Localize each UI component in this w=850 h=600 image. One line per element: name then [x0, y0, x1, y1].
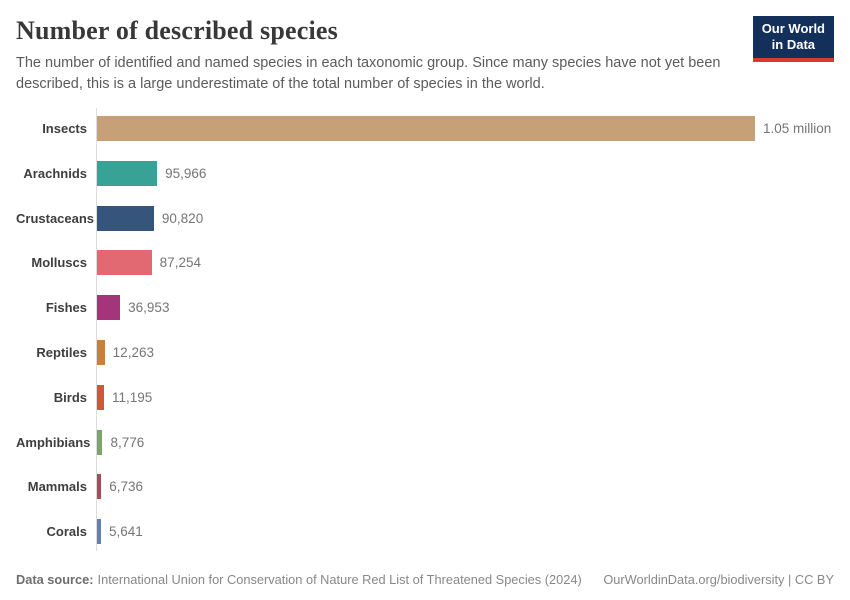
- value-label: 1.05 million: [763, 120, 832, 136]
- bar-area: 8,776: [96, 429, 834, 455]
- bar[interactable]: [97, 295, 121, 321]
- bar[interactable]: [97, 519, 101, 545]
- data-source-text: International Union for Conservation of …: [97, 572, 582, 587]
- value-label: 87,254: [159, 255, 201, 271]
- chart-row: Insects 1.05 million: [16, 106, 834, 151]
- bar[interactable]: [97, 429, 103, 455]
- category-label: Molluscs: [31, 255, 87, 271]
- data-source: Data source: International Union for Cons…: [16, 572, 582, 587]
- bar-area: 6,736: [96, 474, 834, 500]
- bar-area: 12,263: [96, 339, 834, 365]
- bar-area: 5,641: [96, 519, 834, 545]
- category-label: Crustaceans: [16, 210, 95, 226]
- chart-row: Arachnids 95,966: [16, 151, 834, 196]
- bar-area: 90,820: [96, 205, 834, 231]
- category-label: Amphibians: [16, 434, 91, 450]
- data-source-label: Data source:: [16, 572, 94, 587]
- value-label: 36,953: [128, 300, 170, 316]
- chart-title: Number of described species: [16, 16, 338, 45]
- category-label: Corals: [46, 524, 87, 540]
- chart-row: Mammals 6,736: [16, 464, 834, 509]
- value-label: 12,263: [112, 344, 154, 360]
- bar-area: 1.05 million: [96, 115, 834, 141]
- credit-link[interactable]: OurWorldinData.org/biodiversity | CC BY: [603, 572, 834, 587]
- value-label: 11,195: [112, 389, 153, 405]
- value-label: 95,966: [165, 165, 207, 181]
- category-label: Arachnids: [23, 165, 87, 181]
- bar[interactable]: [97, 339, 105, 365]
- category-label: Insects: [42, 120, 87, 136]
- header: Number of described species Our World in…: [16, 16, 834, 95]
- category-label: Birds: [53, 389, 87, 405]
- y-axis-line: [96, 108, 97, 551]
- owid-logo-line1: Our World: [761, 21, 825, 36]
- chart-row: Molluscs 87,254: [16, 240, 834, 285]
- owid-logo-line2: in Data: [771, 37, 816, 53]
- value-label: 90,820: [161, 210, 204, 226]
- chart-row: Crustaceans 90,820: [16, 196, 834, 241]
- bar[interactable]: [97, 384, 104, 410]
- bar-area: 11,195: [96, 384, 834, 410]
- bar[interactable]: [97, 205, 154, 231]
- chart-row: Birds 11,195: [16, 375, 834, 420]
- bar-chart: Insects 1.05 million Arachnids 95,966 Cr…: [16, 106, 834, 554]
- bar[interactable]: [97, 474, 102, 500]
- chart-row: Corals 5,641: [16, 509, 834, 554]
- bar[interactable]: [97, 250, 152, 276]
- category-label: Mammals: [27, 479, 87, 495]
- bar[interactable]: [97, 115, 755, 141]
- bar[interactable]: [97, 160, 158, 186]
- bar-area: 95,966: [96, 160, 834, 186]
- chart-row: Amphibians 8,776: [16, 420, 834, 465]
- bar-area: 87,254: [96, 250, 834, 276]
- value-label: 6,736: [109, 479, 144, 495]
- chart-row: Fishes 36,953: [16, 285, 834, 330]
- bar-area: 36,953: [96, 295, 834, 321]
- category-label: Reptiles: [36, 344, 87, 360]
- chart-subtitle: The number of identified and named speci…: [16, 55, 721, 93]
- value-label: 8,776: [110, 434, 145, 450]
- footer: Data source: International Union for Cons…: [16, 572, 834, 587]
- value-label: 5,641: [109, 524, 143, 540]
- chart-row: Reptiles 12,263: [16, 330, 834, 375]
- owid-logo[interactable]: Our World in Data: [752, 16, 834, 62]
- category-label: Fishes: [45, 300, 87, 316]
